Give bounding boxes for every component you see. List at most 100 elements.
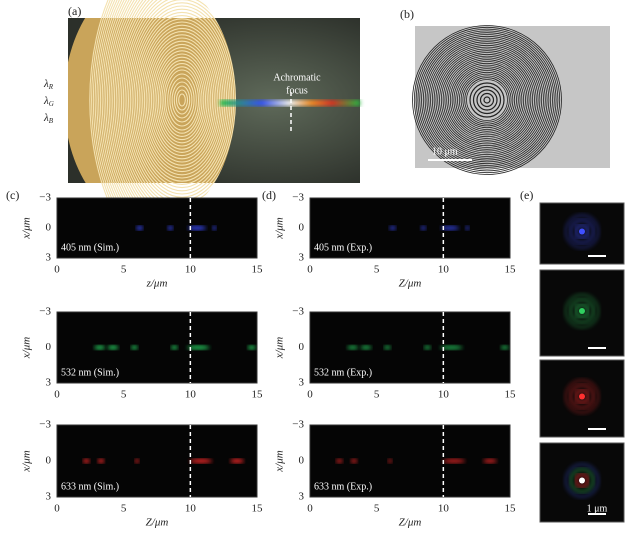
y-tick-label: −3 — [292, 192, 304, 204]
ring — [435, 48, 539, 152]
ring — [440, 53, 534, 147]
ring — [479, 92, 495, 108]
annotation: focus — [286, 85, 308, 96]
ring — [424, 37, 550, 163]
intensity-spot — [136, 225, 144, 231]
intensity-spot — [420, 225, 427, 231]
plot-area — [56, 311, 258, 384]
ring — [460, 73, 514, 127]
intensity-spot — [442, 458, 466, 464]
x-tick-label: 0 — [54, 264, 60, 276]
plot-label: 532 nm (Exp.) — [314, 367, 372, 378]
intensity-spot — [383, 345, 391, 350]
y-tick-label: 3 — [299, 491, 305, 503]
ring — [472, 85, 502, 115]
y-tick-label: −3 — [39, 306, 51, 318]
y-tick-label: 3 — [46, 252, 52, 264]
ring — [446, 59, 528, 141]
intensity-spot — [387, 458, 393, 464]
intensity-spot — [247, 345, 256, 350]
ring — [476, 89, 498, 111]
ring — [422, 35, 552, 165]
ring — [99, 0, 236, 225]
ring — [150, 43, 214, 157]
x-tick-label: 10 — [185, 503, 197, 515]
ring — [147, 37, 217, 163]
ring — [101, 0, 236, 225]
wavelength-label: λG — [43, 95, 54, 108]
psf-ring — [575, 224, 589, 239]
y-tick-label: −3 — [39, 192, 51, 204]
ring — [437, 50, 537, 150]
x-tick-label: 0 — [307, 264, 313, 276]
intensity-spot — [167, 225, 174, 231]
x-tick-label: 10 — [438, 503, 450, 515]
intensity-spot — [107, 345, 119, 350]
intensity-spot — [483, 458, 497, 464]
ring — [164, 69, 200, 131]
x-tick-label: 5 — [374, 264, 380, 276]
x-tick-label: 15 — [505, 503, 517, 515]
wavelength-label: λR — [43, 78, 54, 91]
panel-label: (e) — [520, 188, 533, 202]
ring — [173, 85, 191, 115]
ring — [466, 79, 508, 121]
plot-label: 633 nm (Exp.) — [314, 481, 372, 492]
ring — [449, 62, 525, 138]
x-tick-label: 10 — [438, 389, 450, 401]
psf-ring — [565, 379, 599, 414]
plot-label: 532 nm (Sim.) — [61, 367, 119, 378]
plot-area — [309, 311, 511, 384]
plot-area — [56, 424, 258, 498]
ring — [149, 40, 215, 160]
plot-area — [309, 197, 511, 259]
ring — [112, 0, 236, 225]
intensity-spot — [440, 345, 463, 350]
x-tick-label: 15 — [505, 264, 517, 276]
intensity-spot — [189, 458, 213, 464]
plot-area — [56, 197, 258, 259]
psf-ring — [570, 384, 594, 409]
panel-label: (c) — [6, 188, 19, 202]
ring — [157, 56, 207, 144]
ring — [110, 0, 236, 225]
ring — [419, 32, 555, 168]
intensity-spot — [500, 345, 509, 350]
intensity-spot — [230, 458, 244, 464]
x-tick-label: 0 — [307, 503, 313, 515]
y-tick-label: 3 — [46, 491, 52, 503]
symbol: λ — [43, 112, 49, 124]
intensity-spot — [465, 225, 470, 231]
x-axis-label: z/μm — [146, 278, 168, 290]
x-tick-label: 15 — [252, 503, 264, 515]
ring — [167, 73, 197, 127]
y-tick-label: 0 — [299, 341, 305, 353]
y-tick-label: 3 — [299, 377, 305, 389]
ring — [171, 81, 193, 119]
x-axis-label: Z/μm — [399, 278, 422, 290]
ring — [442, 55, 532, 145]
psf-core — [579, 393, 585, 400]
subscript: G — [49, 100, 54, 108]
scale-label: 1 μm — [587, 503, 608, 514]
intensity-spot — [97, 458, 105, 464]
intensity-spot — [134, 458, 140, 464]
ring — [469, 82, 505, 118]
plot-label: 405 nm (Exp.) — [314, 242, 372, 253]
ring — [143, 31, 221, 169]
ring — [412, 25, 562, 175]
ring — [415, 28, 559, 172]
ring — [413, 26, 561, 174]
panel-label: (b) — [400, 7, 414, 21]
x-axis-label: Z/μm — [146, 517, 169, 529]
ring — [417, 30, 557, 170]
ring — [430, 43, 544, 157]
x-tick-label: 5 — [121, 389, 127, 401]
ring — [457, 70, 517, 130]
x-axis-label: Z/μm — [399, 517, 422, 529]
intensity-spot — [130, 345, 138, 350]
x-tick-label: 10 — [438, 264, 450, 276]
y-axis-label: x/μm — [274, 337, 286, 359]
ring — [439, 52, 535, 148]
psf-ring — [575, 304, 589, 318]
